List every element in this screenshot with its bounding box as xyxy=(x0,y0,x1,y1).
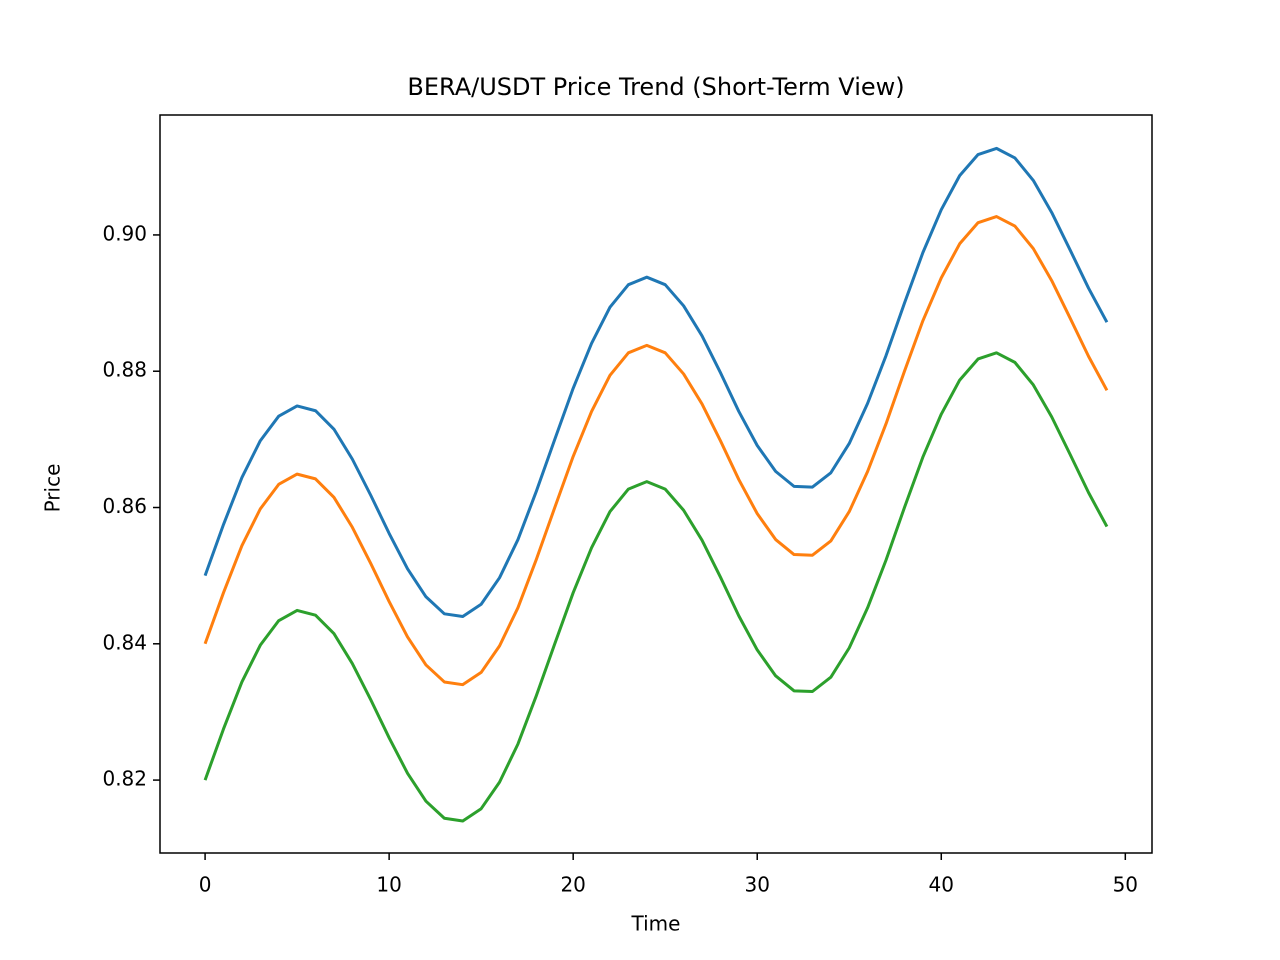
y-tick-label: 0.86 xyxy=(102,494,147,518)
plot-frame xyxy=(159,114,1153,854)
y-tick-label: 0.82 xyxy=(102,767,147,791)
x-axis-label: Time xyxy=(631,912,681,936)
x-tick-label: 0 xyxy=(199,873,212,897)
x-tick-label: 40 xyxy=(929,873,954,897)
series-line xyxy=(203,146,1109,619)
y-tick-label: 0.84 xyxy=(102,630,147,654)
series-line xyxy=(203,215,1109,687)
x-tick-label: 50 xyxy=(1113,873,1138,897)
x-tick-label: 20 xyxy=(560,873,585,897)
y-axis-label: Price xyxy=(41,464,65,513)
series-line xyxy=(203,351,1109,823)
y-tick-label: 0.88 xyxy=(102,358,147,382)
x-tick-label: 30 xyxy=(744,873,769,897)
y-tick-label: 0.90 xyxy=(102,221,147,245)
chart-title: BERA/USDT Price Trend (Short-Term View) xyxy=(407,73,904,101)
x-tick-label: 10 xyxy=(376,873,401,897)
